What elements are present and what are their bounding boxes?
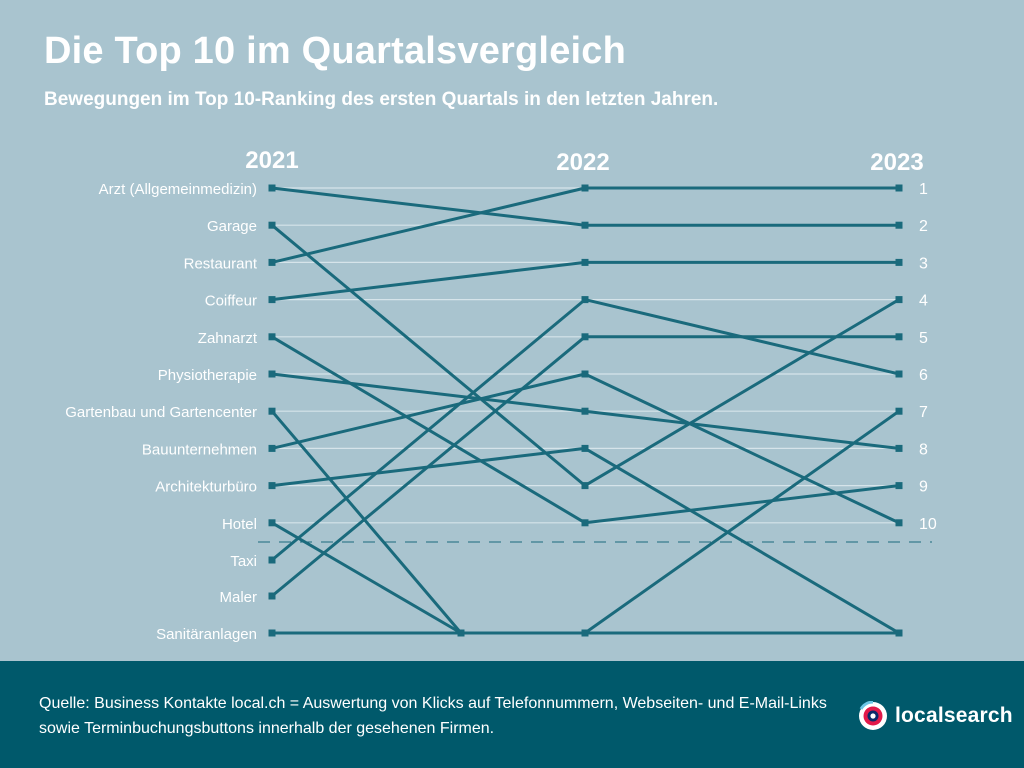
data-point bbox=[581, 519, 589, 527]
data-point bbox=[895, 482, 903, 490]
source-note: Quelle: Business Kontakte local.ch = Aus… bbox=[39, 695, 827, 737]
data-point bbox=[895, 221, 903, 229]
series-line bbox=[271, 260, 899, 302]
data-point bbox=[895, 629, 903, 637]
rank-number: 3 bbox=[919, 255, 928, 272]
rank-number: 4 bbox=[919, 293, 928, 310]
category-label: Maler bbox=[219, 589, 257, 606]
data-point bbox=[268, 444, 276, 452]
category-label: Coiffeur bbox=[205, 293, 257, 310]
data-point bbox=[581, 370, 589, 378]
data-point bbox=[581, 407, 589, 415]
data-point bbox=[268, 221, 276, 229]
footer: Quelle: Business Kontakte local.ch = Aus… bbox=[0, 661, 1024, 768]
data-point bbox=[268, 407, 276, 415]
data-point bbox=[895, 444, 903, 452]
data-point bbox=[895, 184, 903, 192]
data-point bbox=[268, 296, 276, 304]
year-label-2021: 2021 bbox=[245, 147, 298, 174]
data-point bbox=[895, 407, 903, 415]
localsearch-logo-icon bbox=[859, 701, 887, 730]
page-subtitle: Bewegungen im Top 10-Ranking des ersten … bbox=[44, 89, 719, 110]
category-label: Taxi bbox=[230, 553, 257, 570]
rank-chart: 2021 2022 2023 1 2 3 4 5 6 7 8 9 10 Arzt (Allgemeinme… bbox=[65, 147, 937, 643]
rank-number: 9 bbox=[919, 479, 928, 496]
year-label-2022: 2022 bbox=[556, 149, 609, 176]
series-line bbox=[271, 335, 900, 525]
data-point bbox=[895, 370, 903, 378]
data-point bbox=[268, 370, 276, 378]
data-point bbox=[895, 296, 903, 304]
category-label: Physiotherapie bbox=[158, 367, 257, 384]
data-point bbox=[895, 519, 903, 527]
category-label: Zahnarzt bbox=[198, 330, 258, 347]
data-point bbox=[268, 258, 276, 266]
data-point bbox=[268, 592, 276, 600]
category-label: Architekturbüro bbox=[155, 479, 257, 496]
rank-number: 5 bbox=[919, 330, 928, 347]
data-point bbox=[268, 184, 276, 192]
data-point bbox=[457, 629, 465, 637]
rank-number: 10 bbox=[919, 516, 937, 533]
year-label-2023: 2023 bbox=[870, 149, 923, 176]
data-point bbox=[581, 296, 589, 304]
data-point bbox=[268, 519, 276, 527]
rank-number: 8 bbox=[919, 441, 928, 458]
rank-number: 7 bbox=[919, 404, 928, 421]
data-point bbox=[581, 333, 589, 341]
logo: localsearch bbox=[858, 699, 1013, 733]
data-point bbox=[581, 444, 589, 452]
category-label: Sanitäranlagen bbox=[156, 626, 257, 643]
data-point bbox=[895, 333, 903, 341]
rank-number: 1 bbox=[919, 181, 928, 198]
data-point bbox=[268, 333, 276, 341]
category-label: Restaurant bbox=[184, 255, 258, 272]
series-line bbox=[272, 409, 900, 635]
data-point bbox=[581, 482, 589, 490]
logo-text: localsearch bbox=[895, 704, 1013, 727]
data-point bbox=[581, 221, 589, 229]
data-point bbox=[268, 482, 276, 490]
data-point bbox=[268, 556, 276, 564]
rank-number: 2 bbox=[919, 218, 928, 235]
category-label: Hotel bbox=[222, 516, 257, 533]
data-point bbox=[581, 258, 589, 266]
category-label: Gartenbau und Gartencenter bbox=[65, 404, 257, 421]
rank-number: 6 bbox=[919, 367, 928, 384]
page-title: Die Top 10 im Quartalsvergleich bbox=[44, 30, 627, 72]
data-point bbox=[581, 629, 589, 637]
data-point bbox=[895, 258, 903, 266]
data-point bbox=[581, 184, 589, 192]
series-line bbox=[271, 186, 899, 227]
category-label: Arzt (Allgemeinmedizin) bbox=[99, 181, 257, 198]
category-label: Bauunternehmen bbox=[142, 441, 257, 458]
data-point bbox=[268, 629, 276, 637]
category-label: Garage bbox=[207, 218, 257, 235]
